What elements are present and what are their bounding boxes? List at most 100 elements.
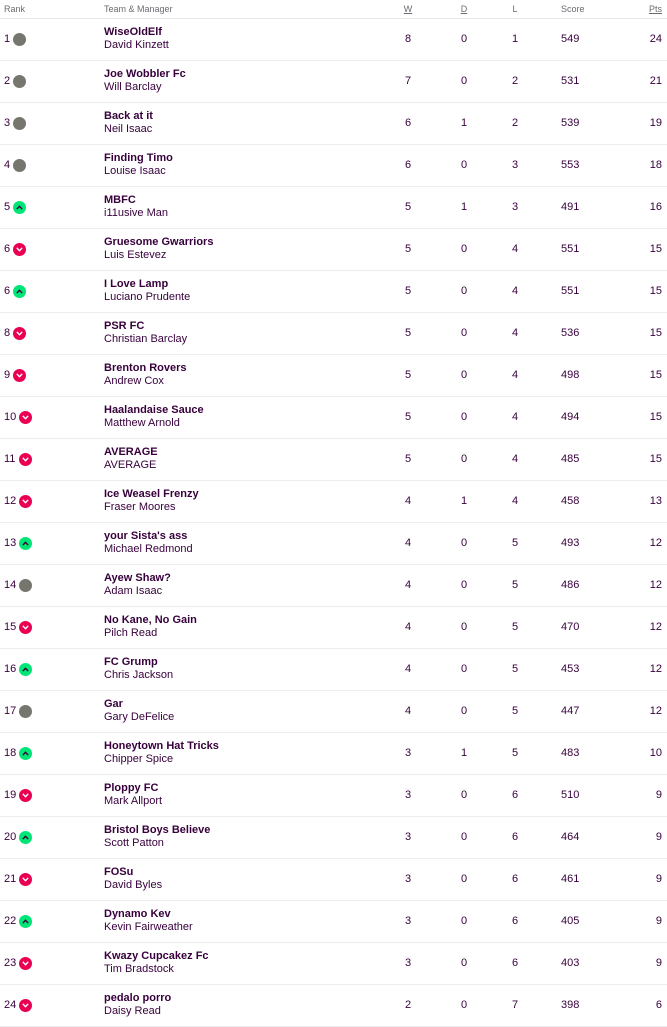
draws-value: 0 [460,159,468,171]
manager-name: Will Barclay [104,81,162,93]
manager-name: AVERAGE [104,459,157,471]
draws-value: 0 [460,915,468,927]
team-name-link[interactable]: Honeytown Hat Tricks [104,740,219,752]
rank-number: 16 [4,663,17,675]
wins-value: 4 [404,495,412,507]
rank-down-icon [13,243,26,256]
rank-number: 20 [4,831,17,843]
draws-value: 0 [460,831,468,843]
manager-name: Gary DeFelice [104,711,175,723]
team-name-link[interactable]: AVERAGE [104,446,158,458]
manager-name: Kevin Fairweather [104,921,193,933]
manager-name: Tim Bradstock [104,963,174,975]
team-name-link[interactable]: Joe Wobbler Fc [104,68,186,80]
losses-value: 5 [511,705,519,717]
manager-name: Michael Redmond [104,543,193,555]
team-name-link[interactable]: FOSu [104,866,134,878]
losses-value: 2 [511,117,519,129]
score-value: 447 [561,705,580,717]
team-name-link[interactable]: Haalandaise Sauce [104,404,204,416]
team-name-link[interactable]: Bristol Boys Believe [104,824,211,836]
rank-down-icon [19,411,32,424]
team-name-link[interactable]: Ploppy FC [104,782,159,794]
team-name-link[interactable]: I Love Lamp [104,278,169,290]
losses-value: 4 [511,453,519,465]
team-name-link[interactable]: WiseOldElf [104,26,162,38]
table-row: 12 Ice Weasel Frenzy Fraser Moores 4 1 4 458 13 [0,481,667,523]
team-name-link[interactable]: Back at it [104,110,153,122]
team-name-link[interactable]: No Kane, No Gain [104,614,197,626]
no-change-icon [13,33,26,46]
no-change-icon [19,579,32,592]
losses-value: 5 [511,537,519,549]
losses-value: 4 [511,285,519,297]
table-row: 14 Ayew Shaw? Adam Isaac 4 0 5 486 12 [0,565,667,607]
points-value: 12 [649,579,662,591]
draws-value: 0 [460,873,468,885]
header-points-sort[interactable]: Pts [648,4,662,14]
wins-value: 2 [404,999,412,1011]
team-name-link[interactable]: Brenton Rovers [104,362,187,374]
losses-value: 5 [511,747,519,759]
draws-value: 0 [460,453,468,465]
rank-number: 19 [4,789,17,801]
team-name-link[interactable]: PSR FC [104,320,145,332]
points-value: 9 [655,873,662,885]
team-name-link[interactable]: MBFC [104,194,136,206]
manager-name: Chipper Spice [104,753,174,765]
wins-value: 5 [404,285,412,297]
team-name-link[interactable]: Gar [104,698,123,710]
points-value: 18 [649,159,662,171]
team-name-link[interactable]: pedalo porro [104,992,172,1004]
points-value: 6 [655,999,662,1011]
points-value: 21 [649,75,662,87]
header-losses: L [512,4,518,14]
team-name-link[interactable]: Finding Timo [104,152,173,164]
draws-value: 0 [460,537,468,549]
manager-name: Andrew Cox [104,375,164,387]
team-name-link[interactable]: Kwazy Cupcakez Fc [104,950,209,962]
draws-value: 0 [460,411,468,423]
score-value: 398 [561,999,580,1011]
draws-value: 0 [460,33,468,45]
rank-number: 3 [4,117,11,129]
rank-up-icon [13,201,26,214]
rank-number: 10 [4,411,17,423]
no-change-icon [13,75,26,88]
header-wins-sort[interactable]: W [403,4,413,14]
rank-down-icon [19,999,32,1012]
manager-name: i11usive Man [104,207,168,219]
score-value: 405 [561,915,580,927]
team-name-link[interactable]: your Sista's ass [104,530,188,542]
losses-value: 4 [511,327,519,339]
score-value: 551 [561,243,580,255]
points-value: 19 [649,117,662,129]
rank-number: 11 [4,453,16,465]
header-draws-sort[interactable]: D [460,4,468,14]
manager-name: Neil Isaac [104,123,153,135]
manager-name: Chris Jackson [104,669,174,681]
rank-number: 8 [4,327,11,339]
losses-value: 5 [511,621,519,633]
table-row: 21 FOSu David Byles 3 0 6 461 9 [0,859,667,901]
rank-number: 5 [4,201,11,213]
team-name-link[interactable]: Dynamo Kev [104,908,171,920]
manager-name: Luis Estevez [104,249,167,261]
table-row: 17 Gar Gary DeFelice 4 0 5 447 12 [0,691,667,733]
losses-value: 6 [511,831,519,843]
losses-value: 2 [511,75,519,87]
team-name-link[interactable]: FC Grump [104,656,158,668]
team-name-link[interactable]: Ayew Shaw? [104,572,171,584]
rank-number: 4 [4,159,11,171]
team-name-link[interactable]: Gruesome Gwarriors [104,236,214,248]
manager-name: Christian Barclay [104,333,188,345]
score-value: 464 [561,831,580,843]
rank-number: 23 [4,957,17,969]
team-name-link[interactable]: Ice Weasel Frenzy [104,488,199,500]
points-value: 15 [649,327,662,339]
wins-value: 5 [404,369,412,381]
manager-name: David Kinzett [104,39,169,51]
losses-value: 7 [511,999,519,1011]
table-header: Rank Team & Manager W D L Score Pts [0,0,667,19]
